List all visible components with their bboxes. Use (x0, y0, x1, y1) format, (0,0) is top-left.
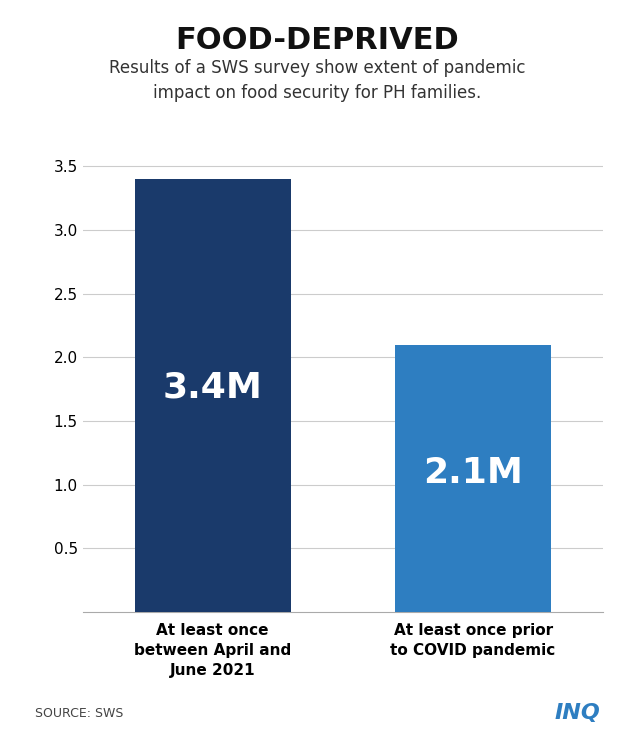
Bar (135, 179, 291, 612)
Text: 3.4M: 3.4M (163, 370, 263, 404)
Text: PHILIPPINE FAMILIES WHO WENT HUNGRY: PHILIPPINE FAMILIES WHO WENT HUNGRY (141, 102, 500, 116)
Bar (395, 345, 551, 612)
Text: SOURCE: SWS: SOURCE: SWS (35, 706, 123, 720)
Text: 2.1M: 2.1M (423, 456, 523, 490)
Text: INQ: INQ (554, 703, 600, 723)
Text: FOOD-DEPRIVED: FOOD-DEPRIVED (176, 26, 459, 55)
Text: Results of a SWS survey show extent of pandemic
impact on food security for PH f: Results of a SWS survey show extent of p… (109, 59, 526, 102)
